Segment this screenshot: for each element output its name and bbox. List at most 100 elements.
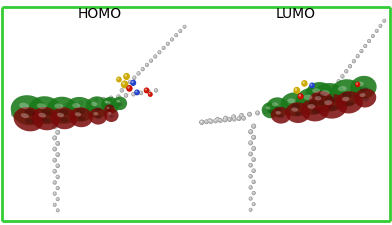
Ellipse shape [94, 107, 101, 112]
Circle shape [53, 169, 57, 174]
Circle shape [200, 121, 203, 125]
Circle shape [383, 20, 386, 23]
Circle shape [252, 180, 255, 184]
Circle shape [162, 47, 165, 51]
Circle shape [127, 87, 130, 89]
Circle shape [102, 98, 105, 102]
Circle shape [120, 89, 123, 93]
Circle shape [213, 119, 218, 124]
Circle shape [227, 118, 232, 122]
Ellipse shape [342, 92, 352, 98]
Circle shape [249, 186, 251, 188]
Circle shape [174, 34, 178, 38]
Ellipse shape [109, 115, 114, 118]
Text: HOMO: HOMO [78, 7, 122, 21]
Circle shape [379, 25, 381, 27]
Circle shape [376, 30, 377, 32]
Circle shape [248, 141, 253, 146]
Circle shape [141, 68, 144, 72]
Circle shape [19, 111, 23, 116]
Circle shape [158, 51, 161, 55]
Circle shape [56, 175, 60, 179]
Circle shape [53, 170, 55, 172]
Ellipse shape [278, 115, 284, 119]
Circle shape [288, 107, 290, 109]
Ellipse shape [38, 113, 46, 118]
Circle shape [124, 94, 128, 98]
Circle shape [41, 107, 46, 112]
Circle shape [214, 119, 218, 123]
Circle shape [139, 92, 143, 95]
Circle shape [132, 76, 136, 81]
Circle shape [125, 94, 127, 97]
Circle shape [252, 203, 254, 205]
Circle shape [183, 26, 187, 30]
Circle shape [252, 191, 255, 195]
Circle shape [145, 63, 149, 68]
Circle shape [303, 104, 307, 107]
Ellipse shape [113, 97, 127, 111]
Circle shape [11, 112, 16, 117]
Ellipse shape [14, 108, 44, 132]
Circle shape [56, 119, 60, 124]
Circle shape [359, 50, 363, 54]
Circle shape [249, 208, 252, 212]
Circle shape [249, 130, 251, 133]
Circle shape [248, 130, 253, 135]
Circle shape [223, 119, 225, 121]
Circle shape [153, 55, 157, 59]
Circle shape [53, 137, 55, 139]
Circle shape [56, 120, 58, 122]
Ellipse shape [42, 110, 52, 116]
Circle shape [162, 47, 165, 50]
Circle shape [360, 95, 361, 97]
Circle shape [238, 118, 240, 120]
Circle shape [248, 113, 252, 117]
Circle shape [252, 169, 256, 173]
Circle shape [249, 197, 252, 201]
Circle shape [348, 65, 352, 69]
Circle shape [219, 119, 221, 121]
Circle shape [49, 106, 53, 111]
Circle shape [237, 117, 241, 122]
Ellipse shape [116, 101, 120, 103]
Circle shape [72, 103, 74, 105]
Ellipse shape [78, 117, 85, 122]
Ellipse shape [295, 112, 302, 117]
Ellipse shape [271, 107, 290, 124]
Circle shape [200, 121, 204, 125]
Circle shape [154, 56, 157, 59]
Circle shape [141, 68, 145, 72]
Circle shape [288, 106, 291, 110]
Circle shape [356, 56, 358, 57]
Circle shape [224, 117, 226, 119]
Circle shape [210, 120, 212, 122]
Circle shape [249, 163, 253, 168]
Ellipse shape [281, 93, 309, 117]
Ellipse shape [29, 97, 63, 125]
Circle shape [178, 30, 182, 34]
Circle shape [252, 202, 255, 206]
Circle shape [86, 100, 91, 105]
Circle shape [209, 120, 213, 124]
Ellipse shape [21, 114, 29, 119]
Circle shape [367, 40, 371, 44]
Circle shape [53, 147, 57, 152]
Circle shape [242, 117, 244, 119]
Ellipse shape [312, 89, 320, 94]
Circle shape [102, 98, 104, 100]
Circle shape [200, 121, 202, 123]
Circle shape [341, 76, 343, 77]
Circle shape [116, 95, 121, 99]
Circle shape [199, 120, 204, 125]
Circle shape [252, 136, 256, 140]
Circle shape [249, 152, 253, 157]
Circle shape [320, 101, 322, 103]
Circle shape [56, 164, 58, 166]
Circle shape [34, 109, 36, 112]
Ellipse shape [266, 107, 270, 110]
Ellipse shape [308, 101, 318, 107]
Circle shape [149, 93, 151, 95]
Circle shape [312, 102, 315, 106]
Circle shape [311, 102, 316, 106]
